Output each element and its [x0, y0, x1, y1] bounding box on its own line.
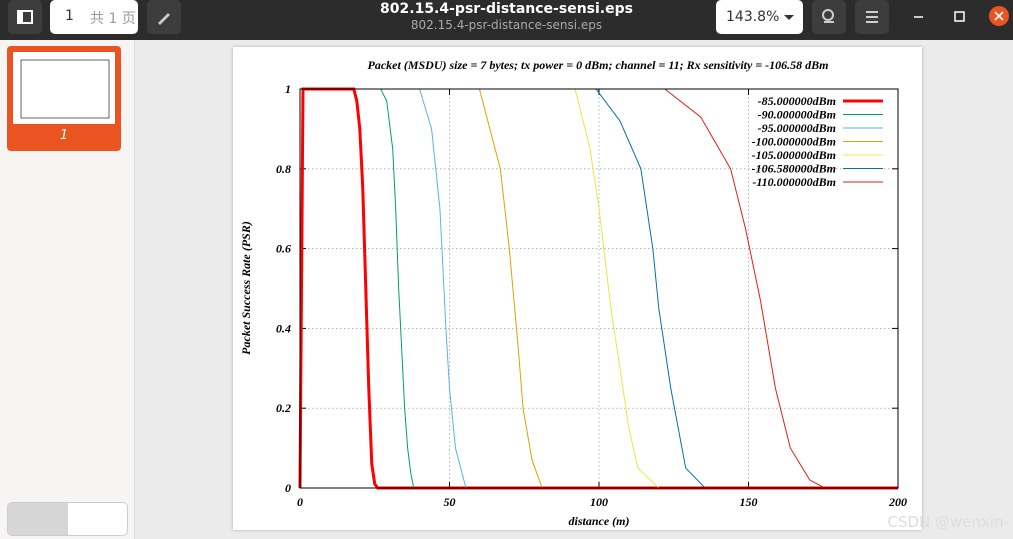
series-line — [300, 88, 898, 489]
sidebar: 1 — [0, 40, 135, 539]
legend-label: -110.000000dBm — [752, 175, 836, 189]
thumbnail-preview — [20, 59, 110, 119]
page-input[interactable]: 1 共 1 页 — [50, 0, 138, 34]
series-line — [300, 88, 898, 489]
sidebar-toggle[interactable] — [8, 0, 42, 34]
icon — [158, 13, 170, 25]
menu-button[interactable] — [855, 0, 889, 34]
legend-label: -100.000000dBm — [752, 135, 836, 149]
file-subtitle: 802.15.4-psr-distance-sensi.eps — [410, 18, 603, 32]
thumbnail[interactable]: 1 — [7, 46, 121, 151]
annotate-button[interactable] — [147, 0, 181, 34]
plot-frame — [299, 88, 899, 489]
x-tick-label: 100 — [590, 495, 608, 509]
y-tick-label: 0.2 — [276, 401, 291, 415]
y-tick-label: 0 — [285, 481, 291, 495]
legend-label: -90.000000dBm — [758, 108, 836, 122]
series-line — [300, 88, 898, 489]
icon — [17, 10, 33, 24]
y-tick-label: 1 — [285, 82, 291, 96]
header-bar: 1 共 1 页 802.15.4-psr-distance-sensi.eps … — [0, 0, 1013, 40]
series-line — [300, 88, 898, 489]
legend-label: -85.000000dBm — [758, 94, 836, 108]
zoom-value: 143.8% — [726, 9, 780, 25]
file-title: 802.15.4-psr-distance-sensi.eps — [380, 1, 633, 17]
window-controls[interactable] — [903, 0, 1013, 34]
y-axis-label: Packet Success Rate (PSR) — [239, 221, 253, 355]
series-line — [300, 88, 898, 489]
x-tick-label: 50 — [444, 495, 456, 509]
legend-label: -95.000000dBm — [758, 121, 836, 135]
grid-view-button[interactable] — [8, 503, 68, 535]
chart-title: Packet (MSDU) size = 7 bytes; tx power =… — [368, 58, 829, 72]
document-page — [233, 47, 922, 530]
legend-label: -106.580000dBm — [752, 162, 836, 176]
y-tick-label: 0.6 — [276, 242, 291, 256]
zoom-select[interactable]: 143.8% — [716, 0, 803, 34]
series-line — [300, 88, 898, 489]
page-number: 1 — [65, 8, 74, 24]
y-tick-label: 0.4 — [276, 321, 291, 335]
watermark: CSDN @wenxin- — [887, 513, 1009, 531]
x-tick-label: 200 — [888, 495, 907, 509]
icon — [866, 11, 878, 23]
x-axis-label: distance (m) — [569, 514, 630, 528]
x-tick-label: 150 — [740, 495, 758, 509]
icon — [822, 9, 834, 23]
thumbnail-page — [13, 52, 115, 124]
x-tick-label: 0 — [297, 495, 303, 509]
view-switch — [7, 502, 128, 536]
icon — [784, 15, 794, 20]
page-total: 共 1 页 — [90, 11, 136, 27]
y-tick-label: 0.8 — [276, 162, 291, 176]
thumbnail-label: 1 — [59, 128, 69, 143]
search-button[interactable] — [812, 0, 846, 34]
legend-label: -105.000000dBm — [752, 148, 836, 162]
